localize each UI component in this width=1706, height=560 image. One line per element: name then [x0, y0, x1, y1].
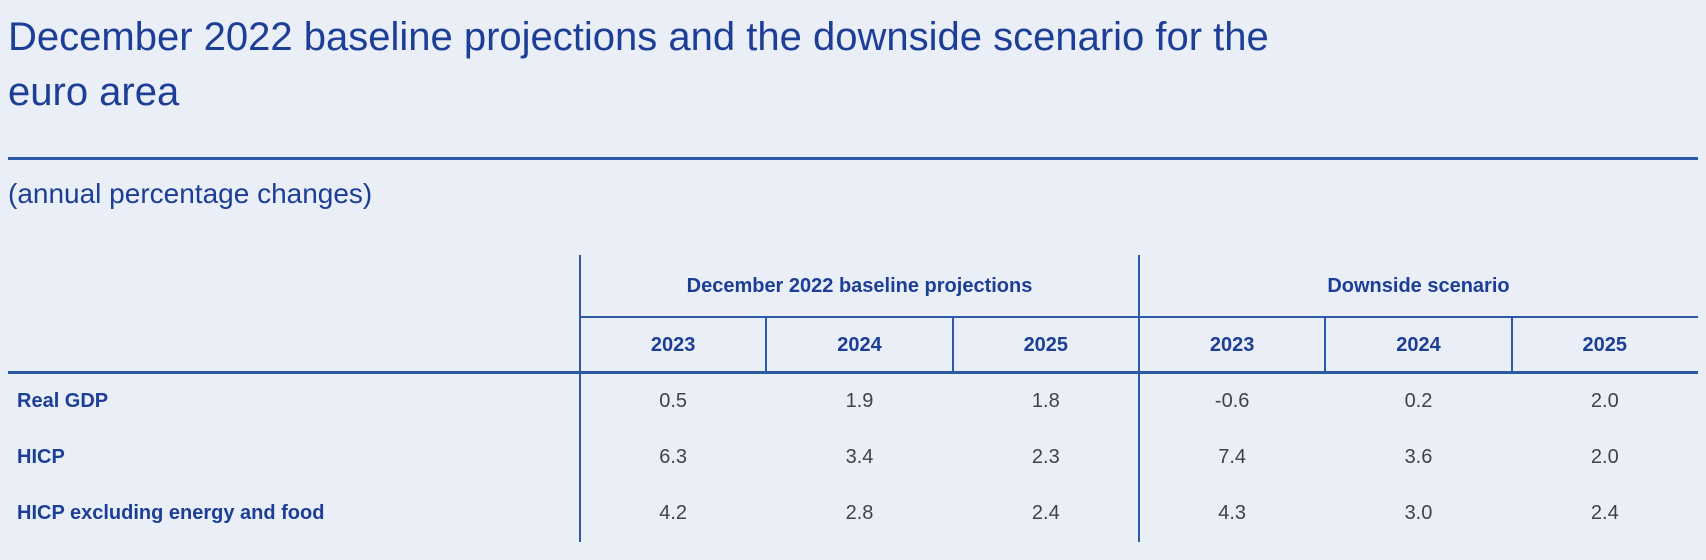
value-cell: 1.9 — [845, 389, 874, 412]
year-header-downside-2024: 2024 — [1396, 334, 1441, 356]
year-header-downside-2025: 2025 — [1582, 334, 1628, 356]
value-cell: 2.3 — [1031, 445, 1060, 468]
units-subtitle: (annual percentage changes) — [8, 178, 373, 209]
value-cell: 6.3 — [659, 445, 688, 468]
year-header-baseline-2025: 2025 — [1023, 334, 1069, 356]
page-title-line-1: December 2022 baseline projections and t… — [8, 15, 1269, 59]
year-header-downside-2023: 2023 — [1209, 334, 1255, 356]
value-cell: 1.8 — [1031, 389, 1060, 412]
row-label-header-empty — [0, 318, 580, 373]
value-cell: 4.2 — [659, 501, 688, 524]
row-label-hicp-excl: HICP excluding energy and food — [17, 501, 325, 524]
corner-empty-cell — [0, 255, 580, 318]
group-header-downside: Downside scenario — [1327, 275, 1510, 297]
title-divider-rule — [8, 157, 1698, 160]
page-title: December 2022 baseline projections and t… — [8, 10, 1269, 120]
value-cell: 2.4 — [1031, 501, 1060, 524]
row-label-hicp: HICP — [17, 445, 65, 468]
value-cell: -0.6 — [1214, 389, 1250, 412]
value-cell: 2.4 — [1590, 501, 1619, 524]
value-cell: 2.0 — [1590, 389, 1619, 412]
year-column-border — [1324, 318, 1326, 371]
table-group-divider-border — [1138, 255, 1140, 542]
year-column-border — [1511, 318, 1513, 371]
value-cell: 7.4 — [1218, 445, 1247, 468]
year-header-baseline-2024: 2024 — [837, 334, 882, 356]
value-cell: 0.5 — [659, 389, 688, 412]
page-title-line-2: euro area — [8, 70, 180, 114]
table-left-vertical-border — [579, 255, 581, 542]
value-cell: 2.0 — [1590, 445, 1619, 468]
year-header-baseline-2023: 2023 — [650, 334, 696, 356]
year-column-border — [765, 318, 767, 371]
value-cell: 3.4 — [845, 445, 874, 468]
group-header-baseline: December 2022 baseline projections — [686, 275, 1033, 297]
value-cell: 3.0 — [1404, 501, 1433, 524]
header-body-separator-border — [8, 371, 1698, 374]
value-cell: 2.8 — [845, 501, 874, 524]
value-cell: 4.3 — [1218, 501, 1247, 524]
year-row-top-border — [580, 316, 1698, 318]
value-cell: 0.2 — [1404, 389, 1433, 412]
projections-table: December 2022 baseline projections Downs… — [0, 255, 1698, 542]
year-column-border — [952, 318, 954, 371]
value-cell: 3.6 — [1404, 445, 1433, 468]
row-label-real-gdp: Real GDP — [17, 389, 109, 412]
